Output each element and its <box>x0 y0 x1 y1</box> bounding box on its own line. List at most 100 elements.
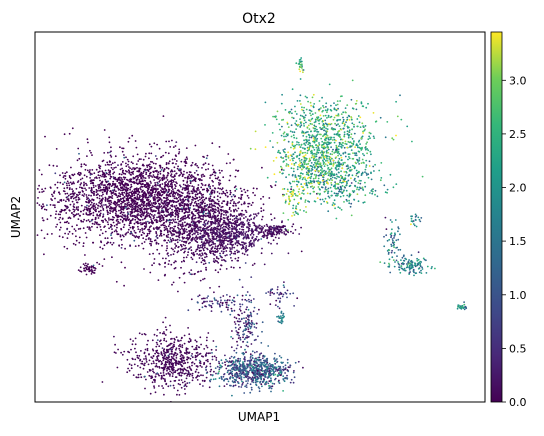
data-point <box>218 285 221 288</box>
data-point <box>342 120 345 123</box>
data-point <box>168 241 171 243</box>
data-point <box>369 137 371 140</box>
data-point <box>75 208 78 210</box>
data-point <box>131 171 134 174</box>
data-point <box>91 173 93 176</box>
data-point <box>179 208 182 210</box>
data-point <box>176 167 179 170</box>
data-point <box>344 107 347 109</box>
data-point <box>341 167 344 170</box>
data-point <box>337 154 339 157</box>
data-point <box>184 164 187 167</box>
data-point <box>163 196 166 199</box>
data-point <box>379 116 382 119</box>
data-point <box>173 166 176 169</box>
data-point <box>197 244 200 247</box>
data-point <box>149 167 152 170</box>
data-point <box>171 184 174 186</box>
data-point <box>214 245 217 248</box>
data-point <box>348 129 351 132</box>
data-point <box>217 271 220 274</box>
data-point <box>30 213 32 215</box>
data-point <box>247 205 250 208</box>
data-point <box>236 210 238 212</box>
data-point <box>209 177 211 179</box>
data-point <box>122 180 124 183</box>
data-point <box>199 217 202 220</box>
data-point <box>334 167 337 170</box>
data-point <box>230 252 233 255</box>
data-point <box>120 198 122 201</box>
data-point <box>136 216 139 219</box>
data-point <box>134 231 137 234</box>
data-point <box>149 206 152 209</box>
data-point <box>230 266 233 268</box>
data-point <box>143 228 146 231</box>
data-point <box>90 273 93 275</box>
data-point <box>180 266 182 269</box>
data-point <box>165 220 168 223</box>
data-point <box>59 213 62 216</box>
data-point <box>109 177 112 180</box>
data-point <box>177 290 179 293</box>
data-point <box>270 186 273 189</box>
data-point <box>123 154 125 156</box>
data-point <box>330 177 332 180</box>
data-point <box>199 201 202 204</box>
data-point <box>88 228 90 230</box>
data-point <box>184 189 187 192</box>
data-point <box>240 196 243 199</box>
data-point <box>146 164 148 167</box>
data-point <box>225 245 227 247</box>
data-point <box>101 175 103 178</box>
data-point <box>127 212 130 215</box>
data-point <box>305 135 308 138</box>
data-point <box>187 238 189 241</box>
data-point <box>159 183 162 186</box>
data-point <box>131 198 134 201</box>
data-point <box>277 225 280 228</box>
data-point <box>163 176 166 179</box>
data-point <box>49 187 52 189</box>
data-point <box>299 114 302 117</box>
data-point <box>147 191 149 194</box>
data-point <box>147 212 150 215</box>
data-point <box>97 174 100 177</box>
data-point <box>219 196 222 199</box>
data-point <box>336 175 339 178</box>
data-point <box>100 181 103 184</box>
data-point <box>273 233 276 236</box>
data-point <box>335 124 338 127</box>
data-point <box>176 207 179 210</box>
data-point <box>235 227 238 229</box>
data-point <box>206 248 209 251</box>
data-point <box>120 173 123 176</box>
data-point <box>127 179 129 182</box>
data-point <box>213 222 215 225</box>
data-point <box>234 257 237 260</box>
data-point <box>253 244 255 247</box>
data-point <box>291 112 293 115</box>
data-point <box>79 191 81 194</box>
data-point <box>58 235 61 238</box>
data-point <box>234 202 237 205</box>
data-point <box>233 246 236 249</box>
data-point <box>358 163 360 165</box>
data-point <box>269 225 272 228</box>
data-point <box>179 169 182 172</box>
data-point <box>90 212 93 215</box>
data-point <box>250 218 253 221</box>
data-point <box>291 116 293 119</box>
data-point <box>118 209 120 212</box>
data-point <box>235 220 238 222</box>
data-point <box>348 131 351 134</box>
data-point <box>321 120 324 123</box>
data-point <box>292 117 295 120</box>
data-point <box>145 238 147 241</box>
data-point <box>133 235 136 237</box>
data-point <box>107 206 110 208</box>
data-point <box>212 260 215 263</box>
data-point <box>191 190 194 193</box>
data-point <box>147 201 150 203</box>
data-point <box>173 170 176 173</box>
